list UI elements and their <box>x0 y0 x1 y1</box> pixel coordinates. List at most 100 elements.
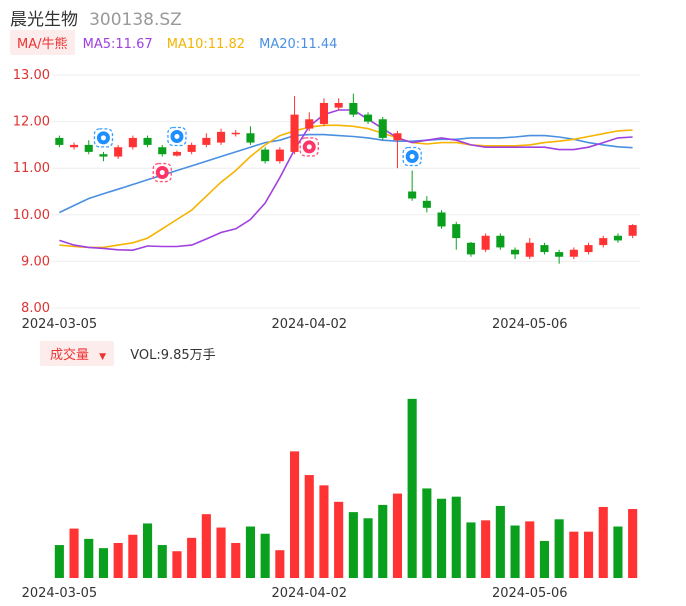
price-tick-label: 10.00 <box>13 208 50 223</box>
candle-body <box>525 242 534 257</box>
volume-bar <box>510 525 520 578</box>
candle <box>114 144 123 159</box>
date-tick-label: 2024-04-02 <box>271 586 347 601</box>
candle <box>246 126 255 145</box>
candle-body <box>452 224 461 239</box>
signal-marker-dot <box>306 144 312 150</box>
volume-bar <box>598 506 608 578</box>
volume-label: 成交量 <box>50 348 90 363</box>
candle <box>378 116 387 141</box>
candle <box>628 224 637 239</box>
stock-name: 晨光生物 <box>10 10 78 30</box>
volume-bar <box>334 501 344 578</box>
price-date-axis: 2024-03-05 2024-04-02 2024-05-06 <box>22 317 568 332</box>
candle-body <box>540 245 549 253</box>
candle-body <box>422 200 431 208</box>
candle <box>481 233 490 253</box>
price-tick-label: 12.00 <box>13 115 50 130</box>
volume-bar <box>157 545 167 578</box>
candles <box>55 93 637 264</box>
date-tick-label: 2024-03-05 <box>22 317 98 332</box>
candle-body <box>378 119 387 138</box>
ma10-legend: MA10:11.82 <box>166 37 246 52</box>
candle-body <box>334 102 343 108</box>
volume-bar <box>216 527 226 578</box>
signal-markers <box>93 126 422 183</box>
volume-bar <box>466 522 476 578</box>
candle <box>217 128 226 145</box>
signal-marker-ring <box>299 137 319 157</box>
candle-body <box>128 137 137 148</box>
candle-body <box>408 191 417 199</box>
signal-marker-dot <box>174 133 180 139</box>
signal-marker-dot <box>409 154 415 160</box>
candle <box>334 98 343 110</box>
candle <box>540 242 549 255</box>
candle <box>128 135 137 150</box>
candle <box>584 242 593 255</box>
candle <box>55 135 64 148</box>
volume-bar <box>451 496 461 578</box>
signal-marker-dot <box>100 135 106 141</box>
candle <box>84 140 93 155</box>
candle-body <box>172 151 181 156</box>
candle-body <box>114 147 123 157</box>
candle-body <box>364 114 373 122</box>
volume-bars <box>54 398 638 578</box>
date-tick-label: 2024-05-06 <box>492 586 568 601</box>
candle-body <box>437 212 446 227</box>
volume-indicator-selector[interactable]: 成交量 ▼ <box>40 341 115 366</box>
candle-body <box>55 137 64 145</box>
volume-bar <box>187 537 197 578</box>
price-tick-label: 8.00 <box>21 301 50 316</box>
volume-bar <box>69 528 79 578</box>
volume-bar <box>231 542 241 578</box>
candle-body <box>555 252 564 257</box>
price-grid <box>52 74 640 309</box>
candle <box>70 142 79 150</box>
candle-body <box>393 133 402 141</box>
candle-body <box>511 249 520 255</box>
volume-bar <box>245 526 256 578</box>
stock-header: 晨光生物 300138.SZ <box>10 5 182 30</box>
candle <box>408 170 417 201</box>
candle-body <box>217 131 226 143</box>
volume-bar <box>613 526 623 578</box>
candle <box>599 235 608 248</box>
bear-signal-icon <box>402 146 422 167</box>
candle <box>466 241 475 257</box>
bear-signal-icon <box>93 128 114 148</box>
ma-type-selector[interactable]: MA/牛熊 <box>10 30 75 55</box>
volume-bar <box>392 493 403 578</box>
volume-bar <box>436 498 447 578</box>
candle <box>305 112 314 131</box>
candle-body <box>158 147 167 155</box>
volume-bar <box>275 550 285 578</box>
candle-body <box>70 144 79 148</box>
candle <box>364 112 373 124</box>
candle <box>613 233 622 243</box>
candle-body <box>261 149 270 162</box>
candle-body <box>231 132 240 135</box>
candle <box>99 151 108 162</box>
candle <box>511 247 520 260</box>
volume-legend: 成交量 ▼ VOL:9.85万手 <box>40 341 216 366</box>
volume-bar <box>98 548 109 578</box>
candle-body <box>613 235 622 241</box>
volume-bar <box>539 540 550 578</box>
price-tick-label: 13.00 <box>13 68 50 83</box>
volume-bar <box>304 475 314 578</box>
volume-bar <box>407 398 417 578</box>
candle-body <box>496 235 505 248</box>
volume-bar <box>481 520 491 578</box>
ma20-line <box>59 133 633 214</box>
candle-body <box>584 245 593 253</box>
dropdown-triangle-icon: ▼ <box>99 352 107 362</box>
candle-body <box>290 114 299 152</box>
date-tick-label: 2024-03-05 <box>22 586 98 601</box>
candle-body <box>202 137 211 145</box>
candle <box>555 249 564 264</box>
bear-signal-icon <box>167 126 187 147</box>
candle <box>319 98 328 127</box>
